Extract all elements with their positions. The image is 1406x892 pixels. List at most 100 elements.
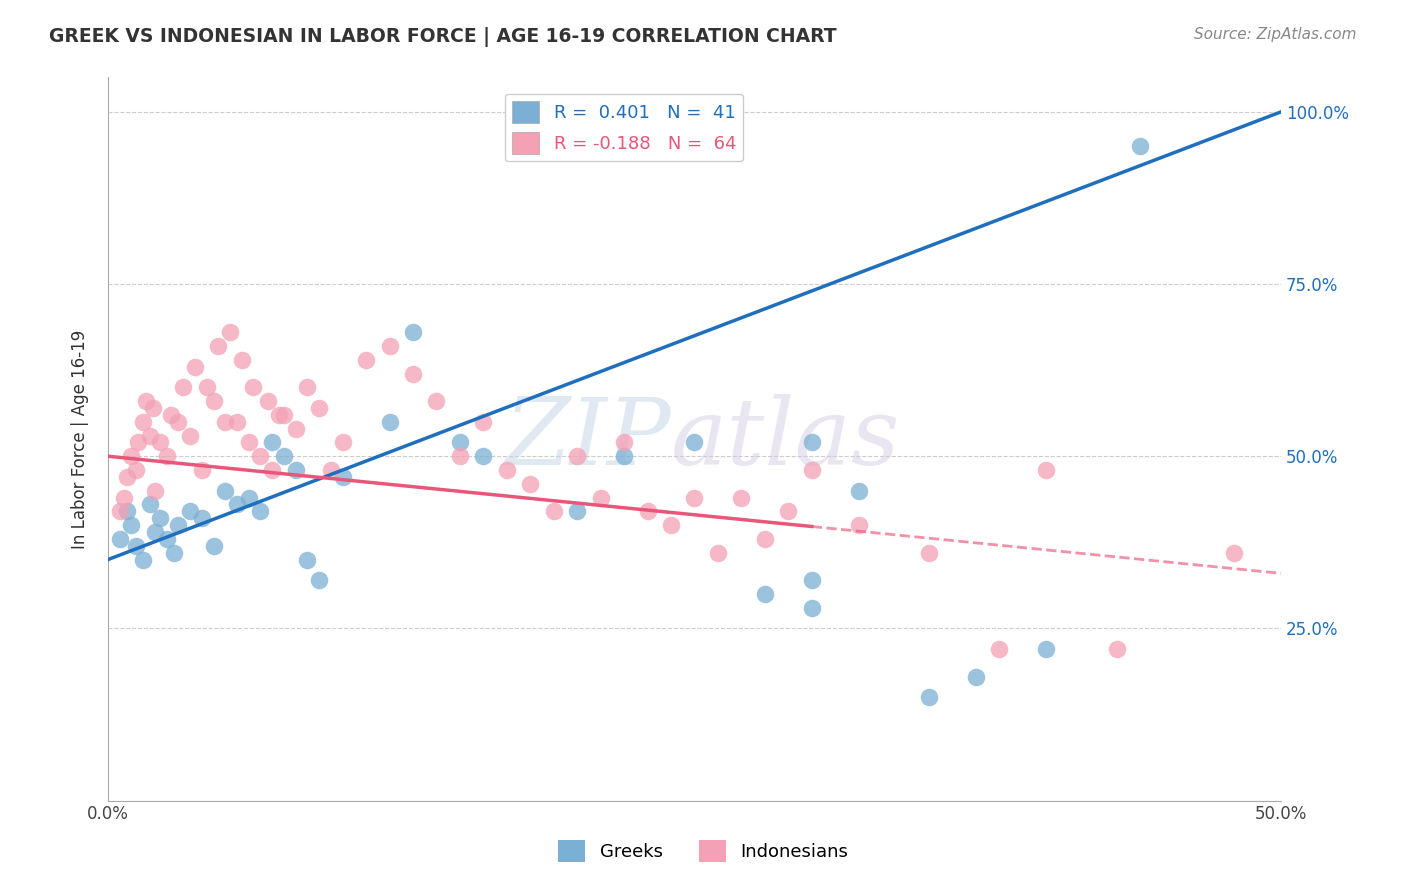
- Point: [120, 449, 142, 463]
- Point: [297, 552, 319, 566]
- Point: [918, 546, 941, 560]
- Point: [184, 359, 207, 374]
- Point: [1129, 139, 1152, 153]
- Point: [567, 504, 589, 518]
- Point: [249, 504, 271, 518]
- Point: [378, 339, 401, 353]
- Point: [273, 408, 295, 422]
- Point: [238, 491, 260, 505]
- Point: [495, 463, 517, 477]
- Point: [226, 415, 249, 429]
- Text: Source: ZipAtlas.com: Source: ZipAtlas.com: [1194, 27, 1357, 42]
- Point: [543, 504, 565, 518]
- Point: [519, 476, 541, 491]
- Point: [1035, 642, 1057, 657]
- Point: [1223, 546, 1246, 560]
- Point: [120, 518, 142, 533]
- Point: [589, 491, 612, 505]
- Point: [179, 504, 201, 518]
- Point: [135, 394, 157, 409]
- Point: [127, 435, 149, 450]
- Text: atlas: atlas: [671, 394, 900, 484]
- Point: [226, 498, 249, 512]
- Point: [965, 670, 987, 684]
- Point: [754, 587, 776, 601]
- Point: [754, 532, 776, 546]
- Point: [472, 449, 495, 463]
- Point: [115, 470, 138, 484]
- Point: [848, 483, 870, 498]
- Point: [354, 352, 377, 367]
- Point: [659, 518, 682, 533]
- Point: [449, 435, 471, 450]
- Point: [472, 415, 495, 429]
- Point: [219, 326, 242, 340]
- Point: [918, 690, 941, 705]
- Y-axis label: In Labor Force | Age 16-19: In Labor Force | Age 16-19: [72, 329, 89, 549]
- Point: [425, 394, 447, 409]
- Point: [683, 491, 706, 505]
- Point: [132, 415, 155, 429]
- Point: [207, 339, 229, 353]
- Point: [132, 552, 155, 566]
- Point: [156, 532, 179, 546]
- Point: [800, 573, 823, 587]
- Point: [613, 435, 636, 450]
- Point: [191, 511, 214, 525]
- Point: [143, 483, 166, 498]
- Point: [730, 491, 752, 505]
- Point: [179, 428, 201, 442]
- Text: GREEK VS INDONESIAN IN LABOR FORCE | AGE 16-19 CORRELATION CHART: GREEK VS INDONESIAN IN LABOR FORCE | AGE…: [49, 27, 837, 46]
- Point: [800, 600, 823, 615]
- Point: [269, 408, 291, 422]
- Point: [195, 380, 218, 394]
- Point: [202, 539, 225, 553]
- Point: [149, 435, 172, 450]
- Point: [449, 449, 471, 463]
- Point: [800, 463, 823, 477]
- Point: [160, 408, 183, 422]
- Point: [156, 449, 179, 463]
- Point: [108, 504, 131, 518]
- Point: [332, 435, 354, 450]
- Point: [214, 415, 236, 429]
- Point: [319, 463, 342, 477]
- Point: [143, 524, 166, 539]
- Point: [848, 518, 870, 533]
- Point: [284, 422, 307, 436]
- Point: [308, 401, 330, 415]
- Point: [142, 401, 165, 415]
- Point: [778, 504, 800, 518]
- Point: [191, 463, 214, 477]
- Point: [707, 546, 730, 560]
- Legend: Greeks, Indonesians: Greeks, Indonesians: [551, 833, 855, 870]
- Point: [988, 642, 1011, 657]
- Point: [167, 518, 190, 533]
- Point: [139, 498, 162, 512]
- Point: [613, 449, 636, 463]
- Point: [262, 463, 284, 477]
- Point: [284, 463, 307, 477]
- Point: [149, 511, 172, 525]
- Point: [683, 435, 706, 450]
- Point: [214, 483, 236, 498]
- Point: [167, 415, 190, 429]
- Point: [125, 539, 148, 553]
- Point: [273, 449, 295, 463]
- Point: [402, 367, 425, 381]
- Point: [1035, 463, 1057, 477]
- Point: [115, 504, 138, 518]
- Point: [112, 491, 135, 505]
- Point: [125, 463, 148, 477]
- Point: [249, 449, 271, 463]
- Point: [297, 380, 319, 394]
- Point: [402, 326, 425, 340]
- Point: [202, 394, 225, 409]
- Point: [378, 415, 401, 429]
- Legend: R =  0.401   N =  41, R = -0.188   N =  64: R = 0.401 N = 41, R = -0.188 N = 64: [505, 94, 744, 161]
- Point: [1105, 642, 1128, 657]
- Point: [231, 352, 253, 367]
- Point: [108, 532, 131, 546]
- Point: [256, 394, 278, 409]
- Point: [800, 435, 823, 450]
